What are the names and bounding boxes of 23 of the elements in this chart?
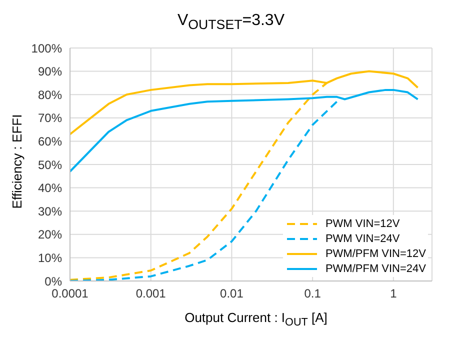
legend-label: PWM/PFM VIN=24V xyxy=(325,262,426,274)
y-axis-title: Efficiency : EFFI xyxy=(10,114,24,209)
y-tick-label: 90% xyxy=(38,64,62,79)
x-tick-label: 1 xyxy=(390,286,398,301)
y-tick-label: 50% xyxy=(38,158,62,172)
y-tick-label: 70% xyxy=(38,111,62,126)
legend-label: PWM/PFM VIN=12V xyxy=(325,248,426,260)
y-tick-label: 10% xyxy=(38,250,62,265)
y-tick-label: 20% xyxy=(38,228,62,242)
x-tick-label: 0.0001 xyxy=(52,286,89,301)
legend-label: PWM VIN=12V xyxy=(325,218,400,230)
x-tick-label: 0.1 xyxy=(304,286,322,301)
y-tick-label: 30% xyxy=(38,204,62,218)
y-tick-label: 60% xyxy=(38,134,62,148)
x-axis-title: Output Current : I$_{OUT}$ [A] xyxy=(184,310,328,329)
legend-label: PWM VIN=24V xyxy=(325,232,400,244)
y-tick-label: 100% xyxy=(31,41,62,56)
x-tick-label: 0.01 xyxy=(220,286,244,301)
chart-title: V$_{OUTSET}$=3.3V xyxy=(176,12,286,32)
x-tick-label: 0.001 xyxy=(136,286,166,301)
y-tick-label: 40% xyxy=(38,181,62,196)
y-tick-label: 80% xyxy=(38,88,62,102)
y-tick-label: 0% xyxy=(44,274,62,288)
